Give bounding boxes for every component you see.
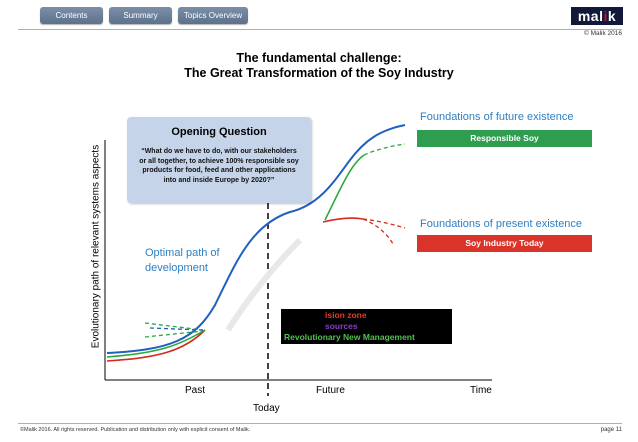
optimal-path-label-line1: Optimal path of <box>145 247 220 259</box>
page-title-line2: The Great Transformation of the Soy Indu… <box>184 66 454 80</box>
green-dashed-future <box>363 143 406 156</box>
malik-logo[interactable]: malik <box>571 7 623 25</box>
top-navigation-bar: Contents Summary Topics Overview malik <box>0 0 638 30</box>
page-number: page 11 <box>600 427 622 433</box>
red-present-curve <box>322 217 364 223</box>
resources-text: sources <box>325 321 358 331</box>
today-label: Today <box>253 403 280 414</box>
green-past-curve <box>106 329 206 358</box>
future-existence-label: Foundations of future existence <box>420 111 574 123</box>
tab-contents[interactable]: Contents <box>40 7 103 24</box>
decision-zone-box: ision zone sources Revolutionary New Man… <box>281 309 452 344</box>
page-title-line1: The fundamental challenge: <box>236 51 402 65</box>
opening-question-box: Opening Question “What do we have to do,… <box>127 117 311 203</box>
green-dashed-2 <box>144 330 204 338</box>
optimal-path-label-line2: development <box>145 262 208 274</box>
green-dashed-1 <box>144 322 204 331</box>
responsible-soy-badge: Responsible Soy <box>417 130 592 147</box>
present-existence-label: Foundations of present existence <box>420 218 583 230</box>
revolutionary-management-text: Revolutionary New Management <box>284 332 415 342</box>
opening-question-text: “What do we have to do, with our stakeho… <box>139 148 299 184</box>
soy-industry-today-badge: Soy Industry Today <box>417 235 592 252</box>
x-label-future: Future <box>316 385 345 396</box>
blue-dashed <box>149 327 204 331</box>
red-past-curve <box>106 329 206 362</box>
red-dashed-branch-down <box>362 218 394 245</box>
blue-optimal-path-curve <box>106 124 406 354</box>
watermark-arrow <box>225 237 303 332</box>
footer-divider <box>18 423 622 424</box>
footer-copyright: ©Malik 2016. All rights reserved. Public… <box>20 427 251 433</box>
green-future-curve <box>324 154 365 221</box>
copyright-top: © Malik 2016 <box>583 30 622 37</box>
x-label-past: Past <box>185 385 206 396</box>
y-axis-label: Evolutionary path of relevant systems as… <box>90 144 102 349</box>
header-divider <box>18 29 622 30</box>
tab-summary[interactable]: Summary <box>109 7 172 24</box>
decision-zone-text: ision zone <box>325 310 367 320</box>
tab-topics-overview[interactable]: Topics Overview <box>178 7 248 24</box>
x-label-time: Time <box>470 385 492 396</box>
red-dashed-branch-up <box>362 218 406 229</box>
opening-question-heading: Opening Question <box>171 126 267 138</box>
